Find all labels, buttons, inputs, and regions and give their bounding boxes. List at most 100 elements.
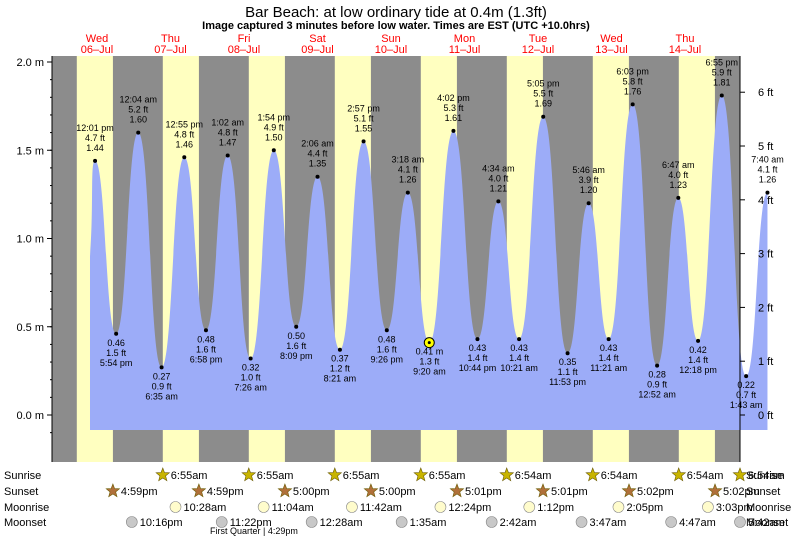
low-tide-label: 0.46 [107, 338, 125, 348]
moonset-time: 3:47am [590, 517, 627, 529]
day-date: 14–Jul [669, 44, 701, 56]
moonset-icon [305, 516, 318, 528]
high-tide-label: 1.50 [265, 132, 283, 142]
sunrise-icon [327, 467, 343, 482]
high-tide-label: 1.26 [759, 175, 777, 185]
day-date: 06–Jul [81, 44, 113, 56]
high-tide-label: 12:01 pm [76, 123, 114, 133]
sunset-icon [105, 483, 121, 498]
right-tick-label: 2 ft [758, 302, 773, 314]
low-tide-label: 12:52 am [638, 390, 676, 400]
low-tide-label: 0.32 [242, 363, 260, 373]
left-tick-label: 1.5 m [16, 145, 44, 157]
moonset-icon [125, 516, 138, 528]
tide-point [496, 199, 501, 204]
sunrise-icon [241, 467, 257, 482]
low-tide-label: 1.4 ft [599, 353, 620, 363]
sunset-icon [621, 483, 637, 498]
high-tide-label: 5.9 ft [712, 68, 733, 78]
left-tick-label: 0.5 m [16, 322, 44, 334]
tide-point [294, 324, 299, 329]
day-name: Mon [454, 33, 475, 45]
day-date: 10–Jul [375, 44, 407, 56]
low-tide-label: 0.27 [153, 371, 171, 381]
high-tide-label: 7:40 am [751, 155, 784, 165]
sunset-time: 5:00pm [293, 486, 330, 498]
high-tide-label: 4.7 ft [85, 133, 106, 143]
moonrise-icon [612, 501, 625, 513]
low-tide-label: 10:21 am [500, 363, 538, 373]
high-tide-label: 4.1 ft [398, 165, 419, 175]
tide-point [517, 337, 522, 342]
day-name: Sun [381, 33, 401, 45]
tide-labels: 12:01 pm4.7 ft1.44 0.461.5 ft5:54 pm 12:04… [76, 58, 783, 411]
moonrise-icon [434, 501, 447, 513]
moonrise-time: 10:28am [184, 502, 227, 514]
day-name: Thu [161, 33, 180, 45]
row-label-right: Sunrise [746, 470, 783, 482]
day-name: Wed [86, 33, 108, 45]
low-tide-label: 9:26 pm [371, 354, 404, 364]
high-tide-label: 4.8 ft [174, 129, 195, 139]
low-tide-label: 10:44 pm [459, 363, 497, 373]
low-tide-label: 0.28 [648, 370, 666, 380]
tide-point [475, 337, 480, 342]
day-date: 09–Jul [301, 44, 333, 56]
right-tick-label: 4 ft [758, 195, 773, 207]
tide-point [114, 331, 119, 336]
row-label-left: Moonset [4, 517, 46, 529]
high-tide-label: 6:55 pm [706, 58, 739, 68]
moonset-icon [575, 516, 588, 528]
tide-point [225, 153, 230, 158]
low-tide-label: 0.37 [331, 354, 349, 364]
sunset-time: 5:02pm [723, 486, 760, 498]
left-tick-label: 1.0 m [16, 234, 44, 246]
tide-point [315, 174, 320, 179]
sunrise-time: 6:54am [687, 470, 724, 482]
tide-point [630, 102, 635, 107]
sunrise-time: 6:54am [515, 470, 552, 482]
moonrise-time: 12:24pm [448, 502, 491, 514]
low-tide-label: 0.43 [510, 343, 528, 353]
sunset-time: 4:59pm [207, 486, 244, 498]
high-tide-label: 1.26 [399, 175, 417, 185]
tide-point [696, 338, 701, 343]
high-tide-label: 5.8 ft [623, 76, 644, 86]
day-date: 07–Jul [154, 44, 186, 56]
moonset-time: 11:22pm [230, 517, 272, 529]
right-tick-label: 3 ft [758, 249, 773, 261]
day-name: Wed [600, 33, 622, 45]
sunrise-icon [671, 467, 687, 482]
low-tide-label: 0.7 ft [736, 390, 757, 400]
sunset-time: 5:01pm [551, 486, 588, 498]
sunrise-time: 6:54am [601, 470, 638, 482]
moonrise-time: 3:03pm [716, 502, 753, 514]
moonset-icon [215, 516, 228, 528]
high-tide-label: 4:34 am [482, 163, 515, 173]
high-tide-label: 1.76 [624, 86, 642, 96]
sunset-time: 5:01pm [465, 486, 502, 498]
low-tide-label: 7:26 am [234, 383, 267, 393]
high-tide-label: 1.47 [219, 138, 237, 148]
sunset-icon [535, 483, 551, 498]
high-tide-label: 1.55 [355, 123, 373, 133]
sunrise-time: 6:55am [171, 470, 208, 482]
high-tide-label: 5.3 ft [443, 103, 464, 113]
high-tide-label: 1.61 [445, 113, 463, 123]
tide-point [451, 128, 456, 133]
tide-point [606, 337, 611, 342]
tide-point [586, 201, 591, 206]
low-tide-label: 8:09 pm [280, 351, 313, 361]
tide-point [541, 114, 546, 119]
day-name: Fri [238, 33, 251, 45]
low-tide-label: 8:21 am [324, 374, 357, 384]
tide-point [719, 93, 724, 98]
moonset-time: 2:42am [500, 517, 537, 529]
moonrise-time: 11:42am [360, 502, 402, 514]
row-label-right: Sunset [746, 486, 780, 498]
tide-point [565, 351, 570, 356]
high-tide-label: 1.81 [713, 78, 731, 88]
tide-point [765, 190, 770, 195]
high-tide-label: 1.35 [309, 159, 327, 169]
